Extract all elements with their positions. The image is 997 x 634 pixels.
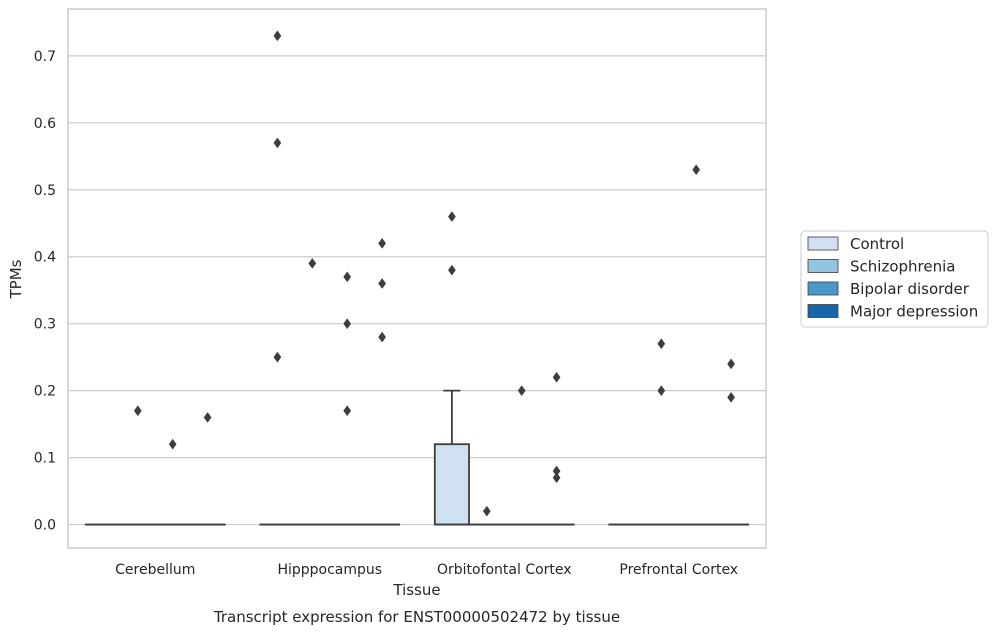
chart-caption: Transcript expression for ENST0000050247… bbox=[213, 608, 620, 626]
legend-swatch bbox=[807, 236, 839, 251]
outlier-point bbox=[657, 338, 666, 350]
outlier-points bbox=[133, 30, 736, 517]
outlier-point bbox=[727, 358, 736, 370]
outlier-point bbox=[133, 405, 142, 417]
outlier-point bbox=[273, 351, 282, 363]
outlier-point bbox=[552, 371, 561, 383]
x-tick-labels: Cerebellum Hipppocampus Orbitofontal Corte… bbox=[115, 562, 738, 578]
y-tick-label: 0.1 bbox=[34, 451, 56, 467]
outlier-point bbox=[552, 472, 561, 484]
outlier-point bbox=[727, 391, 736, 403]
legend-swatch bbox=[807, 259, 839, 273]
y-tick-label: 0.6 bbox=[34, 116, 56, 132]
gridlines bbox=[68, 55, 766, 526]
x-tick-label: Hipppocampus bbox=[277, 562, 382, 578]
y-tick-label: 0.2 bbox=[34, 384, 56, 400]
outlier-point bbox=[203, 412, 212, 423]
outlier-point bbox=[378, 237, 387, 249]
y-tick-label: 0.7 bbox=[34, 49, 56, 65]
outlier-point bbox=[447, 211, 456, 222]
y-tick-label: 0.3 bbox=[34, 317, 56, 333]
x-tick-label: Orbitofontal Cortex bbox=[437, 562, 572, 578]
box-body bbox=[433, 443, 470, 526]
legend-label: Bipolar disorder bbox=[850, 280, 970, 298]
y-tick-labels: 0.0 0.1 0.2 0.3 0.4 0.5 0.6 0.7 bbox=[34, 49, 56, 534]
legend-swatch bbox=[807, 281, 839, 296]
outlier-point bbox=[692, 164, 701, 176]
y-axis-label: TPMs bbox=[7, 259, 25, 299]
outlier-point bbox=[343, 318, 352, 330]
outlier-point bbox=[343, 271, 352, 283]
y-tick-label: 0.4 bbox=[34, 250, 56, 266]
y-tick-label: 0.5 bbox=[34, 183, 56, 199]
plot-frame bbox=[67, 8, 767, 549]
outlier-point bbox=[447, 264, 456, 276]
outlier-point bbox=[482, 505, 491, 517]
legend-swatch bbox=[807, 304, 839, 318]
legend: Control Schizophrenia Bipolar disorder Majo… bbox=[800, 230, 989, 328]
outlier-point bbox=[343, 405, 352, 417]
legend-label: Major depression bbox=[850, 303, 978, 321]
outlier-point bbox=[657, 385, 666, 397]
outlier-point bbox=[517, 385, 526, 397]
outlier-point bbox=[552, 465, 561, 477]
x-tick-label: Cerebellum bbox=[115, 562, 195, 578]
legend-label: Schizophrenia bbox=[850, 258, 955, 276]
x-axis-label: Tissue bbox=[392, 581, 440, 599]
box-control bbox=[433, 389, 470, 526]
outlier-point bbox=[273, 30, 282, 42]
x-tick-label: Prefrontal Cortex bbox=[619, 562, 738, 578]
outlier-point bbox=[308, 258, 317, 269]
outlier-point bbox=[273, 137, 282, 149]
legend-frame bbox=[800, 230, 989, 328]
outlier-point bbox=[168, 438, 177, 450]
box-series bbox=[84, 389, 750, 526]
legend-label: Control bbox=[850, 235, 904, 253]
outlier-point bbox=[378, 278, 387, 289]
y-tick-label: 0.0 bbox=[34, 518, 56, 534]
outlier-point bbox=[378, 331, 387, 343]
